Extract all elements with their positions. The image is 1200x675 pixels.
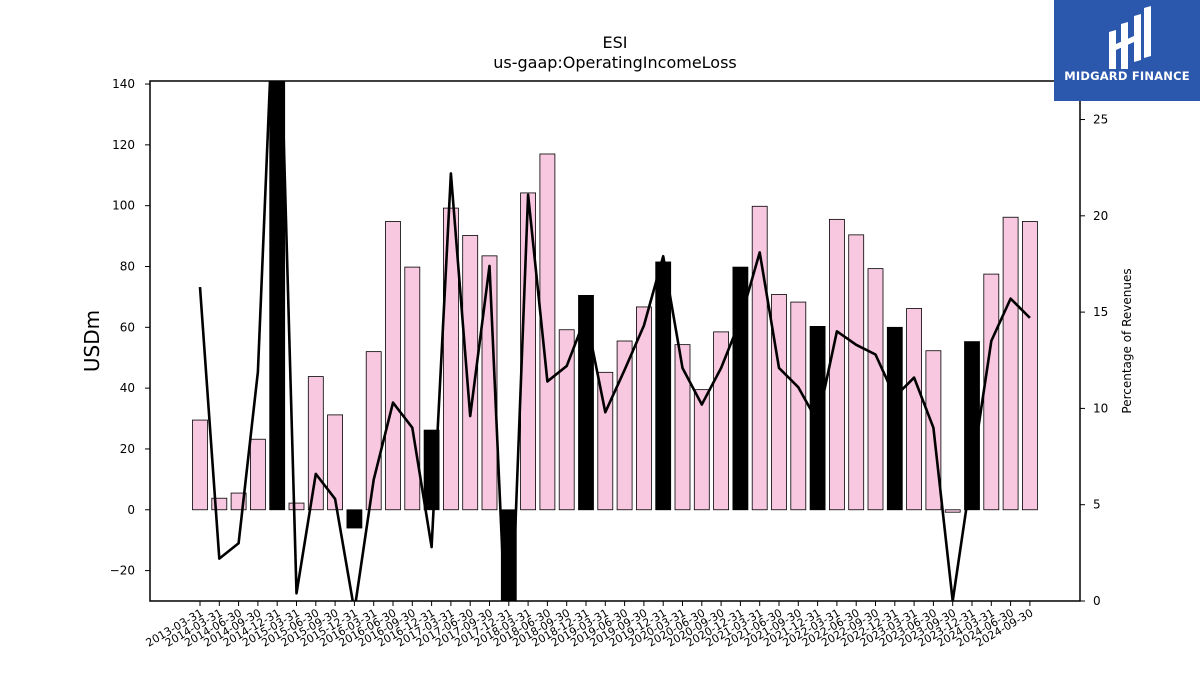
y-right-tick-label: 10 — [1093, 401, 1108, 415]
bar-2020-06-30 — [693, 389, 710, 511]
bar-2024-06-30 — [1002, 216, 1019, 511]
y-right-tick-label: 0 — [1093, 594, 1101, 608]
line-group — [198, 81, 1031, 601]
bar-2022-03-31 — [829, 218, 845, 511]
y-left-tick-label: 60 — [120, 320, 135, 334]
bar-2017-03-31 — [442, 207, 459, 511]
y-right-tick-label: 20 — [1093, 209, 1108, 223]
bar-2014-09-30 — [249, 438, 266, 511]
bar-2015-03-31 — [288, 502, 305, 511]
bar-2019-12-31 — [655, 261, 672, 511]
bar-2019-09-30 — [636, 306, 652, 511]
bar-2022-09-30 — [867, 268, 884, 511]
bar-2016-03-31 — [365, 351, 382, 511]
plot-frame — [149, 80, 1081, 602]
bar-2021-09-30 — [790, 301, 807, 511]
logo-text: MIDGARD FINANCE — [1064, 69, 1190, 83]
chart-title: ESI — [603, 33, 628, 52]
bar-2018-06-30 — [539, 153, 556, 511]
y-right-tick-label: 5 — [1093, 498, 1101, 512]
bar-2013-03-31 — [192, 419, 208, 511]
midgard-logo-icon — [1109, 6, 1151, 69]
y-left-tick-label: 40 — [120, 381, 135, 395]
brand-logo: MIDGARD FINANCE — [1054, 0, 1200, 101]
bar-2014-03-31 — [211, 497, 228, 511]
y-left-tick-label: 0 — [127, 503, 135, 517]
bar-2016-09-30 — [404, 266, 421, 511]
y-left-tick-label: 100 — [112, 199, 135, 213]
x-axis: 2013-03-312014-03-312014-06-302014-09-30… — [144, 601, 1035, 650]
bar-2019-06-30 — [616, 340, 633, 511]
bar-2020-03-31 — [674, 344, 691, 511]
bar-2023-12-31 — [964, 341, 980, 511]
bar-2015-12-31 — [346, 509, 363, 529]
bar-2022-12-31 — [886, 326, 903, 511]
bar-2023-09-30 — [944, 509, 961, 513]
bar-2014-12-31 — [269, 81, 286, 511]
bar-2015-06-30 — [307, 376, 324, 511]
y-axis-left-label: USDm — [80, 310, 104, 372]
bar-2016-06-30 — [385, 221, 401, 511]
bar-2017-06-30 — [462, 235, 479, 511]
y-right-tick-label: 25 — [1093, 113, 1108, 127]
bar-2015-09-30 — [327, 414, 344, 511]
bar-2020-09-30 — [713, 331, 729, 511]
y-axis-right: 0 5 10 15 20 25 — [1080, 113, 1108, 608]
percentage-line — [198, 81, 1031, 601]
chart-subtitle: us-gaap:OperatingIncomeLoss — [493, 53, 737, 72]
y-left-tick-label: −20 — [110, 564, 135, 578]
bar-2017-09-30 — [481, 255, 498, 511]
bar-2019-03-31 — [597, 371, 614, 511]
y-left-tick-label: 120 — [112, 138, 135, 152]
bar-2024-09-30 — [1022, 221, 1038, 511]
bar-2018-09-30 — [558, 329, 575, 511]
bar-2022-06-30 — [848, 234, 865, 511]
bar-2023-03-31 — [906, 308, 922, 511]
y-axis-left: −20 0 20 40 60 80 100 120 140 — [110, 77, 150, 578]
y-left-tick-label: 20 — [120, 442, 135, 456]
y-right-tick-label: 15 — [1093, 305, 1108, 319]
bars-group — [192, 81, 1038, 601]
y-axis-right-label: Percentage of Revenues — [1120, 268, 1134, 413]
bar-2024-03-31 — [983, 273, 1000, 511]
y-left-tick-label: 140 — [112, 77, 135, 91]
bar-2018-12-31 — [578, 294, 594, 511]
bar-2021-06-30 — [771, 294, 787, 511]
y-left-tick-label: 80 — [120, 259, 135, 273]
